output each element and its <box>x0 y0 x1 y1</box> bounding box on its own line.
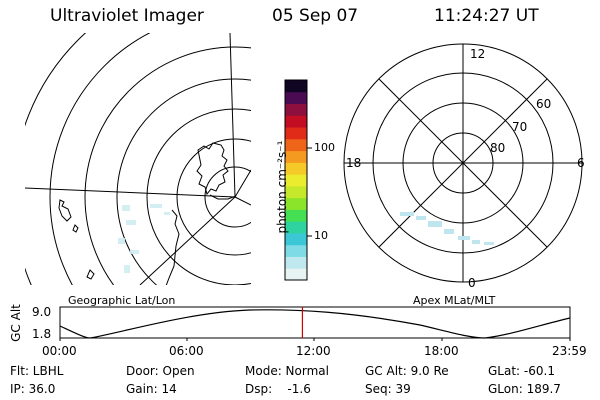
coastline <box>58 199 72 222</box>
aurora-emission <box>118 204 170 273</box>
info-gc-alt: GC Alt: 9.0 Re <box>365 364 449 378</box>
mlat-label-80: 80 <box>490 141 506 155</box>
date-label: 05 Sep 07 <box>272 6 359 26</box>
altitude-curve <box>59 309 571 339</box>
colorbar-cell <box>285 91 307 105</box>
colorbar-cell <box>285 256 307 269</box>
colorbar-tick-label: 10 <box>314 229 328 242</box>
meridian-line <box>234 169 251 198</box>
colorbar-cell <box>285 115 307 128</box>
info-glat: GLat: -60.1 <box>488 364 555 378</box>
info-seq: Seq: 39 <box>365 382 411 396</box>
colorbar-cell <box>285 103 307 116</box>
coastline <box>72 224 79 233</box>
timeline-xtick: 12:00 <box>296 344 331 358</box>
latitude-circle <box>204 166 251 228</box>
colorbar-cell <box>285 80 307 93</box>
coastline <box>196 142 229 196</box>
info-glon: GLon: 189.7 <box>488 382 561 396</box>
aurora-emission <box>400 212 494 245</box>
coastline <box>165 209 180 285</box>
latitude-circle <box>25 33 87 285</box>
meridian-line <box>229 33 236 198</box>
polar-diagonal <box>378 78 548 248</box>
info-door: Door: Open <box>126 364 195 378</box>
right-map-caption: Apex MLat/MLT <box>413 294 496 307</box>
polar-ring <box>343 43 583 283</box>
info-gain: Gain: 14 <box>126 382 177 396</box>
timeline-xtick: 18:00 <box>424 344 459 358</box>
mlat-label-70: 70 <box>512 120 528 134</box>
mlt-label-0: 0 <box>468 276 476 290</box>
coastline <box>209 194 237 200</box>
latitude-circle <box>146 108 251 285</box>
coastline <box>86 269 95 280</box>
timeline-xtick: 00:00 <box>42 344 77 358</box>
polar-ring <box>432 132 494 194</box>
info-ip: IP: 36.0 <box>10 382 56 396</box>
mlt-label-18: 18 <box>346 156 362 170</box>
colorbar-label: photon cm⁻²s⁻¹ <box>275 140 289 234</box>
timeline-ytick-9: 9.0 <box>32 305 52 319</box>
meridian-line <box>25 187 236 198</box>
polar-ring <box>402 102 524 224</box>
timeline-xtick: 23:59 <box>552 344 587 358</box>
colorbar-cell <box>285 268 307 281</box>
timeline-ytick-1.8: 1.8 <box>32 327 52 341</box>
meridian-line <box>234 196 251 206</box>
latitude-circle <box>49 33 151 285</box>
mlat-label-60: 60 <box>536 97 552 111</box>
info-mode: Mode: Normal <box>245 364 329 378</box>
time-label: 11:24:27 UT <box>434 6 539 26</box>
info-filter: Flt: LBHL <box>10 364 64 378</box>
polar-diagonal <box>378 78 548 248</box>
timeline-xtick: 06:00 <box>169 344 204 358</box>
left-map-caption: Geographic Lat/Lon <box>68 294 176 307</box>
info-dsp: Dsp: -1.6 <box>245 382 311 396</box>
instrument-title: Ultraviolet Imager <box>50 6 204 26</box>
polar-ring <box>372 72 554 254</box>
mlt-label-6: 6 <box>577 156 585 170</box>
timeline-ylabel: GC Alt <box>9 304 23 342</box>
mlt-label-12: 12 <box>470 47 486 61</box>
colorbar-tick-label: 100 <box>314 141 335 154</box>
latitude-circle <box>116 78 251 285</box>
meridian-line <box>139 196 236 285</box>
